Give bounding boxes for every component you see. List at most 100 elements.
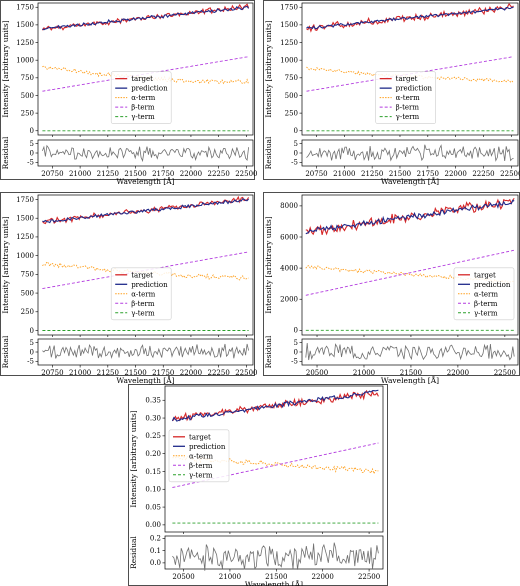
panel-frame xyxy=(128,384,388,586)
x-tick-label: 21500 xyxy=(400,369,422,377)
residual-y-tick-label: -5 xyxy=(27,358,34,366)
y-tick-label: 1000 xyxy=(280,56,298,64)
y-axis-label: Intensity [arbitrary units] xyxy=(129,410,138,507)
x-tick-label: 22250 xyxy=(208,170,230,178)
y-tick-label: 4000 xyxy=(280,264,298,272)
y-axis-label: Intensity [arbitrary units] xyxy=(1,216,10,313)
legend-label: prediction xyxy=(396,85,433,93)
residual-line xyxy=(305,342,515,361)
series-line-4 xyxy=(305,249,515,296)
y-tick-label: 750 xyxy=(21,271,34,279)
y-tick-label: 500 xyxy=(21,289,34,297)
residual-axis-label: Residual xyxy=(264,335,273,368)
x-tick-label: 21750 xyxy=(152,170,174,178)
x-tick-label: 21500 xyxy=(124,369,146,377)
y-tick-label: 1750 xyxy=(16,196,34,204)
residual-y-tick-label: 5 xyxy=(294,140,298,148)
residual-line xyxy=(42,343,249,360)
x-tick-label: 22000 xyxy=(447,369,469,377)
x-tick-label: 22500 xyxy=(500,170,520,178)
residual-y-tick-label: -5 xyxy=(291,358,298,366)
y-tick-label: 0.10 xyxy=(145,486,161,494)
residual-y-tick-label: -5 xyxy=(291,159,298,167)
legend-label: target xyxy=(474,271,496,279)
legend-label: target xyxy=(396,75,418,83)
y-tick-label: 0.35 xyxy=(145,397,161,405)
residual-line xyxy=(42,144,249,163)
main-axes xyxy=(37,194,254,336)
panel-frame xyxy=(0,0,255,180)
y-tick-label: 8000 xyxy=(280,202,298,210)
residual-axis-label: Residual xyxy=(264,136,273,169)
x-tick-label: 21500 xyxy=(389,170,411,178)
legend-label: γ-term xyxy=(189,471,213,479)
series-line-1 xyxy=(41,3,250,31)
series-line-2 xyxy=(42,198,250,224)
residual-y-tick-label: 0.1 xyxy=(150,547,161,555)
y-tick-label: 0.30 xyxy=(145,414,161,422)
x-tick-label: 20500 xyxy=(306,369,328,377)
y-tick-label: 1250 xyxy=(16,39,34,47)
legend-label: α-term xyxy=(474,290,498,298)
x-tick-label: 20750 xyxy=(305,170,327,178)
legend-label: β-term xyxy=(131,104,155,112)
x-tick-label: 22500 xyxy=(358,573,380,581)
y-tick-label: 1500 xyxy=(16,215,34,223)
residual-y-tick-label: 5 xyxy=(294,339,298,347)
x-axis-label: Wavelength [Å] xyxy=(381,177,439,186)
y-tick-label: 0.15 xyxy=(145,468,161,476)
x-tick-label: 21000 xyxy=(219,573,241,581)
x-tick-label: 20750 xyxy=(41,369,63,377)
series-line-2 xyxy=(306,6,514,30)
x-axis-label: Wavelength [Å] xyxy=(116,376,174,385)
y-tick-label: 6000 xyxy=(280,233,298,241)
legend-label: α-term xyxy=(396,94,420,102)
y-tick-label: 1000 xyxy=(16,56,34,64)
legend-label: γ-term xyxy=(131,309,155,317)
x-tick-label: 22000 xyxy=(180,369,202,377)
x-tick-label: 21000 xyxy=(69,369,91,377)
residual-y-tick-label: 0 xyxy=(294,348,298,356)
y-tick-label: 0 xyxy=(294,127,298,135)
y-tick-label: 0.05 xyxy=(145,503,161,511)
x-tick-label: 21750 xyxy=(417,170,439,178)
residual-y-tick-label: 0.2 xyxy=(150,535,161,543)
residual-axes xyxy=(37,338,254,366)
x-tick-label: 22250 xyxy=(208,369,230,377)
x-tick-label: 21000 xyxy=(333,170,355,178)
legend-label: β-term xyxy=(189,462,213,470)
y-tick-label: 500 xyxy=(21,92,34,100)
legend-label: α-term xyxy=(131,290,155,298)
y-tick-label: 0 xyxy=(30,327,34,335)
y-tick-label: 250 xyxy=(21,308,34,316)
x-tick-label: 21500 xyxy=(265,573,287,581)
y-tick-label: 0.00 xyxy=(145,521,161,529)
residual-axis-label: Residual xyxy=(1,136,10,169)
x-axis-label: Wavelength [Å] xyxy=(116,177,174,186)
legend-box xyxy=(110,267,172,321)
x-tick-label: 22500 xyxy=(494,369,516,377)
series-line-1 xyxy=(172,389,379,422)
main-axes xyxy=(37,2,254,136)
residual-y-tick-label: 5 xyxy=(30,339,34,347)
y-tick-label: 250 xyxy=(21,109,34,117)
main-axes xyxy=(301,194,519,336)
residual-axes xyxy=(164,535,384,570)
y-tick-label: 1500 xyxy=(280,21,298,29)
series-line-2 xyxy=(42,5,250,31)
x-tick-label: 21500 xyxy=(124,170,146,178)
y-axis-label: Intensity [arbitrary units] xyxy=(1,20,10,117)
x-tick-label: 20500 xyxy=(172,573,194,581)
legend-label: target xyxy=(131,75,153,83)
residual-y-tick-label: 5 xyxy=(30,140,34,148)
legend-label: γ-term xyxy=(131,113,155,121)
legend-label: target xyxy=(131,271,153,279)
y-tick-label: 1750 xyxy=(280,4,298,12)
y-tick-label: 250 xyxy=(285,109,298,117)
